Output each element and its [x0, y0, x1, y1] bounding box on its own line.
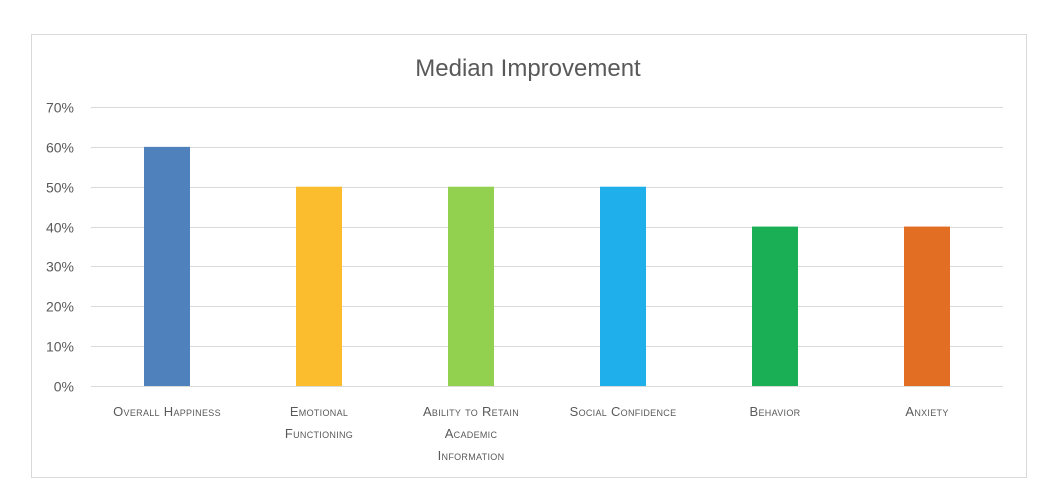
y-tick-label: 40% [46, 220, 74, 236]
y-tick-label: 60% [46, 140, 74, 156]
x-category-label-line: Social Confidence [570, 404, 677, 419]
y-tick-label: 30% [46, 259, 74, 275]
x-category-label-line: Information [438, 448, 505, 463]
bar [448, 186, 494, 386]
x-category-label-line: Academic [445, 426, 498, 441]
y-tick-label: 10% [46, 339, 74, 355]
y-axis-ticks: 0% 10% 20% 30% 40% 50% 60% 70% [46, 100, 74, 395]
bar [144, 146, 190, 386]
y-tick-label: 50% [46, 180, 74, 196]
x-axis-labels: Overall Happiness Emotional Functioning Abi… [113, 404, 948, 463]
x-category-label-line: Ability to Retain [423, 404, 519, 419]
bar [600, 186, 646, 386]
y-tick-label: 0% [54, 379, 74, 395]
x-category-label: Ability to Retain Academic Information [423, 404, 519, 463]
x-category-label-line: Behavior [750, 404, 801, 419]
y-tick-label: 70% [46, 100, 74, 116]
x-category-label: Overall Happiness [113, 404, 221, 419]
x-category-label: Anxiety [905, 404, 948, 419]
x-category-label-line: Anxiety [905, 404, 948, 419]
x-category-label: Social Confidence [570, 404, 677, 419]
bar [296, 186, 342, 386]
bar [752, 226, 798, 386]
bar [904, 226, 950, 386]
chart-title: Median Improvement [415, 55, 641, 82]
bars [144, 146, 950, 386]
y-tick-label: 20% [46, 299, 74, 315]
x-category-label-line: Functioning [285, 426, 353, 441]
x-category-label: Emotional Functioning [285, 404, 353, 441]
x-category-label-line: Emotional [290, 404, 348, 419]
x-category-label-line: Overall Happiness [113, 404, 221, 419]
gridlines [91, 107, 1003, 387]
x-category-label: Behavior [750, 404, 801, 419]
